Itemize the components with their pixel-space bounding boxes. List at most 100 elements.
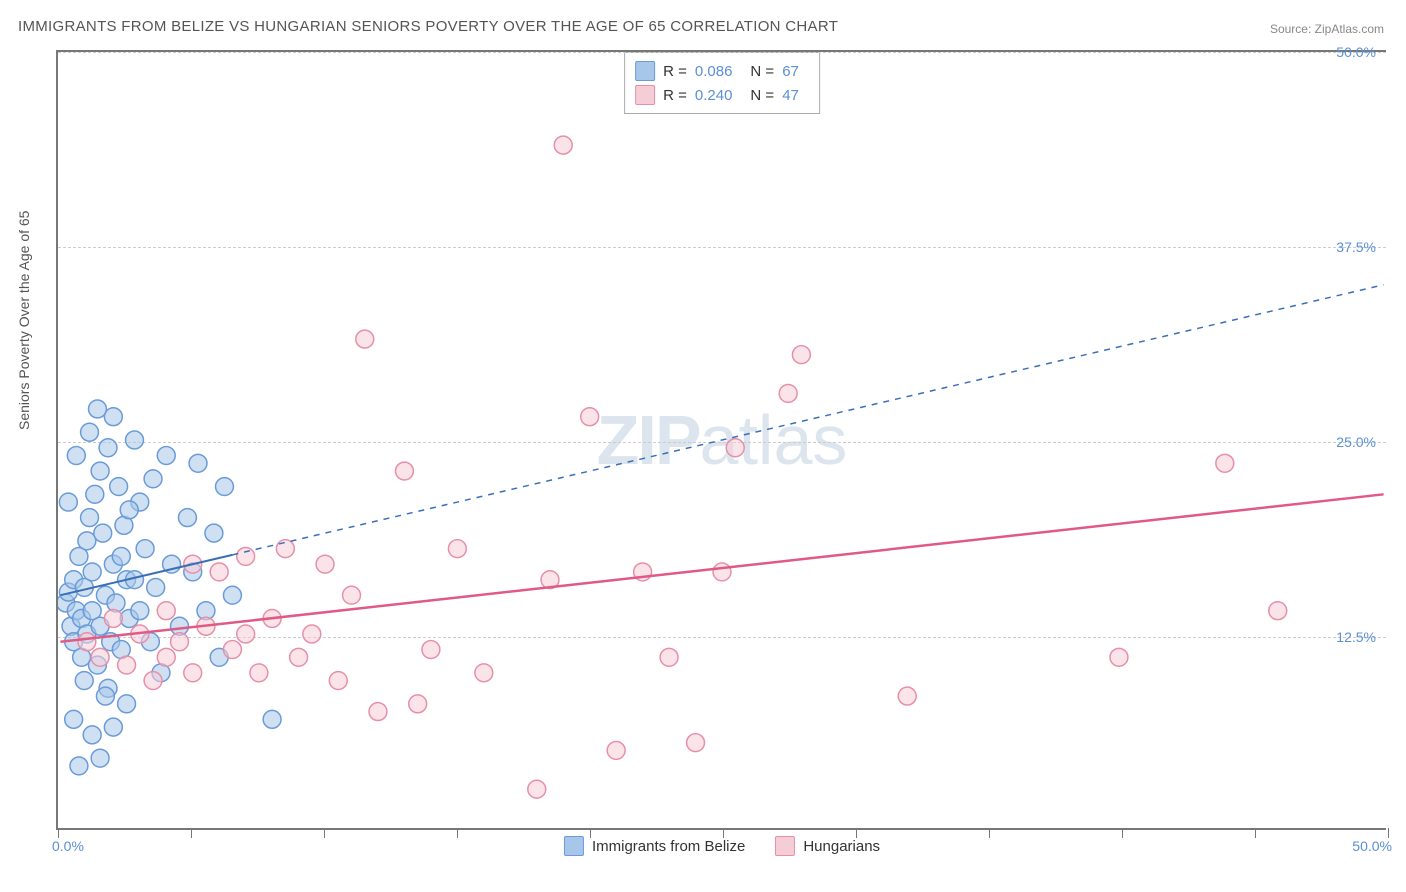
data-point [554,136,572,154]
x-tick [989,828,990,838]
data-point [343,586,361,604]
data-point [70,757,88,775]
swatch-belize-2 [564,836,584,856]
legend-item-hungarians: Hungarians [775,836,880,856]
data-point [303,625,321,643]
x-tick [1255,828,1256,838]
data-point [94,524,112,542]
data-point [660,648,678,666]
source-attribution: Source: ZipAtlas.com [1270,22,1384,36]
data-point [136,540,154,558]
data-point [81,509,99,527]
data-point [726,439,744,457]
data-point [216,478,234,496]
data-point [422,641,440,659]
swatch-hungarians-2 [775,836,795,856]
data-point [91,648,109,666]
x-tick [856,828,857,838]
data-point [96,687,114,705]
data-point [687,734,705,752]
data-point [78,532,96,550]
data-point [178,509,196,527]
data-point [91,462,109,480]
data-point [59,493,77,511]
data-point [395,462,413,480]
series-legend: Immigrants from Belize Hungarians [564,836,880,856]
data-point [290,648,308,666]
trend-line [60,494,1383,641]
data-point [112,547,130,565]
data-point [78,633,96,651]
x-tick [1122,828,1123,838]
data-point [65,710,83,728]
x-tick [191,828,192,838]
data-point [581,408,599,426]
data-point [250,664,268,682]
data-point [210,563,228,581]
x-tick [590,828,591,838]
data-point [104,610,122,628]
data-point [110,478,128,496]
data-point [147,578,165,596]
data-point [89,400,107,418]
x-tick [457,828,458,838]
data-point [223,641,241,659]
data-point [713,563,731,581]
data-point [144,470,162,488]
data-point [779,384,797,402]
data-point [144,672,162,690]
data-point [171,633,189,651]
data-point [189,454,207,472]
data-point [118,656,136,674]
data-point [356,330,374,348]
legend-label-hungarians: Hungarians [803,838,880,855]
data-point [475,664,493,682]
x-tick-max: 50.0% [1352,838,1392,854]
data-point [223,586,241,604]
data-point [104,408,122,426]
data-point [237,625,255,643]
data-point [104,718,122,736]
data-point [1269,602,1287,620]
data-point [184,664,202,682]
data-point [1110,648,1128,666]
data-point [75,672,93,690]
data-point [205,524,223,542]
data-point [131,602,149,620]
data-point [276,540,294,558]
data-point [157,602,175,620]
data-point [157,648,175,666]
data-point [81,423,99,441]
data-point [83,563,101,581]
data-point [329,672,347,690]
data-point [607,741,625,759]
chart-plot-area: ZIPatlas R =0.086 N =67 R =0.240 N =47 I… [56,50,1386,830]
scatter-plot [58,52,1386,828]
data-point [898,687,916,705]
data-point [792,346,810,364]
x-tick [324,828,325,838]
data-point [83,726,101,744]
data-point [263,710,281,728]
x-tick-min: 0.0% [52,838,84,854]
data-point [369,703,387,721]
data-point [120,501,138,519]
data-point [91,749,109,767]
x-tick [1388,828,1389,838]
data-point [99,439,117,457]
data-point [157,447,175,465]
y-axis-label: Seniors Poverty Over the Age of 65 [16,211,32,430]
x-tick [58,828,59,838]
data-point [448,540,466,558]
legend-item-belize: Immigrants from Belize [564,836,745,856]
x-tick [723,828,724,838]
data-point [409,695,427,713]
data-point [86,485,104,503]
data-point [126,431,144,449]
data-point [316,555,334,573]
data-point [1216,454,1234,472]
data-point [237,547,255,565]
chart-title: IMMIGRANTS FROM BELIZE VS HUNGARIAN SENI… [18,18,838,35]
data-point [118,695,136,713]
data-point [528,780,546,798]
